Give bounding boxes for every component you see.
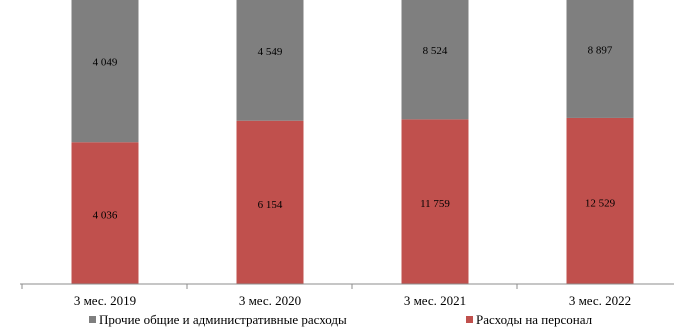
x-tick-label-2: 3 мес. 2020 xyxy=(239,293,301,308)
legend: Прочие общие и административные расходы Р… xyxy=(89,312,593,327)
data-label-personnel-1: 4 036 xyxy=(93,210,118,222)
legend-swatch-2 xyxy=(466,316,473,323)
bar-segment-other-2 xyxy=(236,0,304,121)
legend-label-2: Расходы на персонал xyxy=(476,312,593,327)
bar-segment-personnel-1 xyxy=(71,142,139,284)
data-label-other-1: 4 049 xyxy=(93,57,118,69)
bar-segment-other-3 xyxy=(401,0,469,120)
bar-segment-other-4 xyxy=(566,0,634,118)
bar-segment-personnel-2 xyxy=(236,120,304,285)
data-label-personnel-2: 6 154 xyxy=(258,199,283,211)
legend-swatch-1 xyxy=(89,316,96,323)
x-tick-label-4: 3 мес. 2022 xyxy=(569,293,631,308)
data-label-personnel-4: 12 529 xyxy=(585,197,616,209)
bar-segment-personnel-4 xyxy=(566,117,634,284)
data-label-other-2: 4 549 xyxy=(258,46,283,58)
bars-group: 4 036 4 049 6 154 4 549 11 759 8 524 12 529 8 8… xyxy=(71,0,634,285)
bar-segment-other-1 xyxy=(71,0,139,143)
legend-label-1: Прочие общие и административные расходы xyxy=(99,312,347,327)
bar-segment-personnel-3 xyxy=(401,119,469,285)
x-tick-label-3: 3 мес. 2021 xyxy=(404,293,466,308)
x-tick-label-1: 3 мес. 2019 xyxy=(74,293,136,308)
data-label-other-4: 8 897 xyxy=(588,44,613,56)
data-label-personnel-3: 11 759 xyxy=(420,198,450,210)
data-label-other-3: 8 524 xyxy=(423,45,448,57)
x-axis-ticks: 3 мес. 2019 3 мес. 2020 3 мес. 2021 3 мес. … xyxy=(21,284,631,308)
